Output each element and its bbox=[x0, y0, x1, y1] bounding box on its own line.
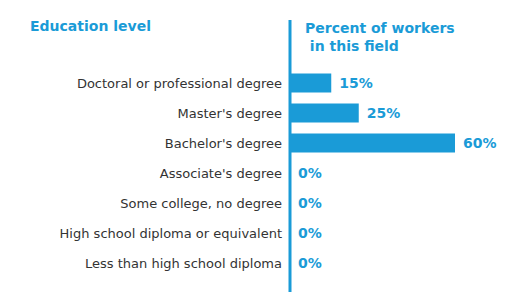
svg-text:Doctoral or professional degre: Doctoral or professional degree bbox=[77, 76, 282, 91]
svg-text:60%: 60% bbox=[463, 135, 497, 151]
svg-text:Bachelor's degree: Bachelor's degree bbox=[165, 136, 282, 151]
svg-text:Less than high school diploma: Less than high school diploma bbox=[85, 256, 282, 271]
svg-text:Percent of workers: Percent of workers bbox=[305, 20, 455, 36]
svg-text:0%: 0% bbox=[298, 225, 322, 241]
svg-text:High school diploma or equival: High school diploma or equivalent bbox=[60, 226, 282, 241]
svg-text:0%: 0% bbox=[298, 195, 322, 211]
svg-text:in this field: in this field bbox=[305, 38, 399, 54]
svg-text:25%: 25% bbox=[367, 105, 401, 121]
svg-text:Associate's degree: Associate's degree bbox=[160, 166, 282, 181]
svg-text:15%: 15% bbox=[339, 75, 373, 91]
svg-text:Some college, no degree: Some college, no degree bbox=[120, 196, 282, 211]
svg-text:Master's degree: Master's degree bbox=[178, 106, 282, 121]
svg-text:0%: 0% bbox=[298, 255, 322, 271]
svg-text:0%: 0% bbox=[298, 165, 322, 181]
svg-text:Education level: Education level bbox=[30, 18, 151, 34]
